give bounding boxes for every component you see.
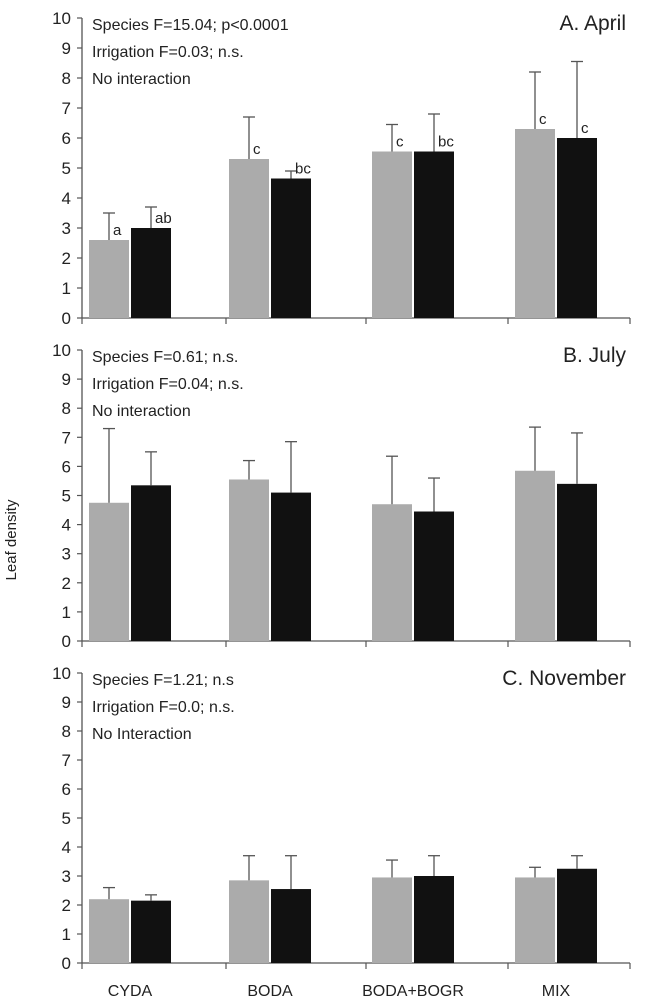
y-tick-label: 3: [62, 219, 71, 238]
y-tick-label: 9: [62, 370, 71, 389]
bar-boda-bogr-series-2: [414, 511, 454, 641]
y-tick-label: 0: [62, 632, 71, 651]
panel-title: C. November: [502, 667, 626, 690]
bar-cyda-series-1: [89, 899, 129, 963]
significance-letter: bc: [295, 161, 311, 178]
y-tick-label: 6: [62, 129, 71, 148]
category-label: BODA: [247, 983, 293, 1000]
bar-boda-series-1: [229, 159, 269, 318]
significance-letter: c: [253, 141, 261, 158]
stats-annotation: Species F=1.21; n.s: [92, 672, 234, 689]
y-tick-label: 4: [62, 516, 71, 535]
stats-annotation: No interaction: [92, 403, 191, 420]
chart-panel-1: 0 1 2 3 4 5 6 7 8 9 10 a c c c ab bc bc c A. April Species F…: [52, 9, 631, 328]
y-tick-label: 5: [62, 487, 71, 506]
stats-annotation: Irrigation F=0.0; n.s.: [92, 699, 235, 716]
y-tick-label: 2: [62, 249, 71, 268]
chart-panel-3: 0 1 2 3 4 5 6 7 8 9 10 C. November Species F=1.21; n…: [52, 664, 631, 973]
y-tick-label: 8: [62, 399, 71, 418]
y-tick-label: 2: [62, 896, 71, 915]
bar-cyda-series-2: [131, 228, 171, 318]
panel-title: A. April: [559, 12, 626, 35]
bar-cyda-series-2: [131, 485, 171, 641]
y-tick-label: 4: [62, 838, 71, 857]
bar-cyda-series-2: [131, 900, 171, 963]
panel-title: B. July: [563, 344, 627, 367]
significance-letter: a: [113, 222, 122, 239]
bar-boda-bogr-series-2: [414, 876, 454, 963]
stats-annotation: No interaction: [92, 71, 191, 88]
y-tick-label: 1: [62, 279, 71, 298]
y-tick-label: 6: [62, 457, 71, 476]
significance-letter: c: [396, 134, 404, 151]
significance-letter: c: [581, 120, 589, 137]
bar-mix-series-1: [515, 470, 555, 641]
y-tick-label: 9: [62, 693, 71, 712]
significance-letter: c: [539, 111, 547, 128]
y-tick-label: 8: [62, 722, 71, 741]
bar-mix-series-1: [515, 129, 555, 318]
y-tick-label: 6: [62, 780, 71, 799]
y-tick-label: 1: [62, 925, 71, 944]
bar-boda-series-1: [229, 479, 269, 641]
bar-mix-series-1: [515, 877, 555, 963]
y-tick-label: 0: [62, 954, 71, 973]
bar-mix-series-2: [557, 483, 597, 641]
y-tick-label: 10: [52, 341, 71, 360]
bar-boda-series-2: [271, 178, 311, 318]
significance-letter: ab: [155, 210, 172, 227]
category-label: CYDA: [108, 983, 153, 1000]
bar-boda-bogr-series-1: [372, 151, 412, 318]
bar-boda-series-1: [229, 880, 269, 963]
stats-annotation: Irrigation F=0.03; n.s.: [92, 44, 244, 61]
stats-annotation: Species F=15.04; p<0.0001: [92, 17, 289, 34]
chart-panel-2: 0 1 2 3 4 5 6 7 8 9 10 B. July Species F=0.61; n.s. I…: [52, 341, 631, 651]
category-labels: CYDA BODA BODA+BOGR MIX: [108, 983, 571, 1000]
stats-annotation: No Interaction: [92, 726, 192, 743]
y-tick-label: 3: [62, 545, 71, 564]
significance-letter: bc: [438, 134, 454, 151]
stats-annotation: Irrigation F=0.04; n.s.: [92, 376, 244, 393]
bar-boda-bogr-series-2: [414, 151, 454, 318]
y-tick-label: 3: [62, 867, 71, 886]
y-tick-label: 10: [52, 9, 71, 28]
bar-cyda-series-1: [89, 502, 129, 641]
y-tick-label: 8: [62, 69, 71, 88]
bar-boda-series-2: [271, 889, 311, 963]
category-label: MIX: [542, 983, 571, 1000]
y-tick-label: 5: [62, 809, 71, 828]
y-tick-label: 5: [62, 159, 71, 178]
y-tick-label: 2: [62, 574, 71, 593]
stats-annotation: Species F=0.61; n.s.: [92, 349, 238, 366]
y-tick-label: 0: [62, 309, 71, 328]
y-tick-label: 7: [62, 751, 71, 770]
bar-boda-bogr-series-1: [372, 504, 412, 641]
bar-mix-series-2: [557, 138, 597, 318]
y-tick-label: 7: [62, 428, 71, 447]
bar-boda-series-2: [271, 492, 311, 641]
y-tick-label: 1: [62, 603, 71, 622]
y-tick-label: 9: [62, 39, 71, 58]
bar-boda-bogr-series-1: [372, 877, 412, 963]
y-tick-label: 4: [62, 189, 71, 208]
category-label: BODA+BOGR: [362, 983, 464, 1000]
bar-cyda-series-1: [89, 240, 129, 318]
bar-mix-series-2: [557, 868, 597, 963]
y-axis-label: Leaf density: [3, 499, 20, 580]
y-tick-label: 10: [52, 664, 71, 683]
y-tick-label: 7: [62, 99, 71, 118]
